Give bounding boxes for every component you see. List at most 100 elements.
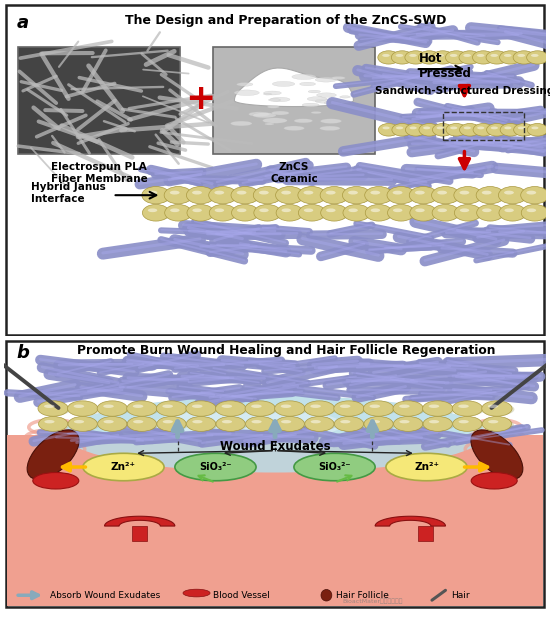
Ellipse shape	[529, 126, 550, 136]
Ellipse shape	[340, 420, 350, 423]
Ellipse shape	[210, 207, 239, 220]
Ellipse shape	[336, 419, 366, 431]
Circle shape	[460, 123, 480, 136]
Ellipse shape	[423, 126, 430, 130]
Circle shape	[527, 51, 548, 64]
Text: SiO₃²⁻: SiO₃²⁻	[199, 462, 232, 472]
Ellipse shape	[424, 419, 455, 431]
Ellipse shape	[463, 54, 471, 57]
Ellipse shape	[311, 112, 321, 114]
Text: Promote Burn Wound Healing and Hair Follicle Regeneration: Promote Burn Wound Healing and Hair Foll…	[76, 344, 495, 357]
Ellipse shape	[491, 54, 498, 57]
Ellipse shape	[299, 207, 328, 220]
Circle shape	[232, 204, 258, 221]
Ellipse shape	[370, 405, 380, 408]
Circle shape	[405, 123, 426, 136]
Circle shape	[432, 204, 459, 221]
Ellipse shape	[483, 419, 514, 431]
Ellipse shape	[500, 207, 529, 220]
Text: Absorb Wound Exudates: Absorb Wound Exudates	[51, 590, 161, 600]
Text: Hair: Hair	[451, 590, 470, 600]
Ellipse shape	[415, 209, 425, 212]
Circle shape	[521, 204, 548, 221]
Ellipse shape	[340, 405, 350, 408]
Ellipse shape	[284, 126, 304, 131]
Circle shape	[274, 401, 305, 416]
Ellipse shape	[147, 191, 157, 194]
Circle shape	[473, 123, 494, 136]
Ellipse shape	[460, 53, 483, 64]
Ellipse shape	[459, 191, 469, 194]
Circle shape	[387, 186, 415, 204]
Text: Blood Vessel: Blood Vessel	[213, 590, 270, 600]
Polygon shape	[234, 68, 354, 107]
Circle shape	[482, 416, 512, 431]
Polygon shape	[104, 516, 175, 526]
Circle shape	[157, 416, 186, 431]
Circle shape	[446, 51, 467, 64]
Ellipse shape	[192, 191, 202, 194]
Circle shape	[186, 401, 216, 416]
Ellipse shape	[515, 126, 536, 136]
Ellipse shape	[292, 74, 316, 80]
Ellipse shape	[528, 53, 550, 64]
Text: a: a	[16, 14, 29, 31]
Ellipse shape	[379, 126, 401, 136]
Ellipse shape	[522, 207, 550, 220]
Ellipse shape	[420, 126, 442, 136]
Ellipse shape	[437, 191, 447, 194]
Ellipse shape	[409, 54, 417, 57]
Ellipse shape	[491, 126, 498, 130]
Circle shape	[126, 401, 157, 416]
Ellipse shape	[246, 404, 278, 415]
Ellipse shape	[143, 189, 172, 203]
Text: The Design and Preparation of the ZnCS-SWD: The Design and Preparation of the ZnCS-S…	[125, 14, 447, 27]
Circle shape	[405, 51, 427, 64]
Ellipse shape	[276, 404, 307, 415]
Ellipse shape	[317, 93, 337, 97]
Ellipse shape	[216, 404, 248, 415]
Text: +: +	[185, 82, 216, 116]
Circle shape	[388, 204, 415, 221]
Ellipse shape	[455, 189, 485, 203]
Text: SiO₃²⁻: SiO₃²⁻	[318, 462, 351, 472]
Circle shape	[393, 416, 423, 431]
Ellipse shape	[282, 209, 291, 212]
Ellipse shape	[162, 405, 173, 408]
Circle shape	[422, 401, 453, 416]
Circle shape	[365, 204, 392, 221]
Ellipse shape	[420, 53, 442, 64]
Ellipse shape	[501, 126, 523, 136]
Ellipse shape	[488, 126, 509, 136]
Ellipse shape	[454, 419, 484, 431]
FancyBboxPatch shape	[6, 341, 544, 607]
Ellipse shape	[423, 54, 430, 57]
Ellipse shape	[458, 405, 469, 408]
Ellipse shape	[233, 207, 261, 220]
Ellipse shape	[450, 54, 458, 57]
Circle shape	[334, 416, 364, 431]
Ellipse shape	[263, 91, 281, 95]
Circle shape	[513, 51, 535, 64]
Ellipse shape	[268, 99, 280, 101]
Ellipse shape	[306, 419, 337, 431]
Circle shape	[499, 51, 521, 64]
Ellipse shape	[187, 404, 218, 415]
Ellipse shape	[455, 207, 484, 220]
Ellipse shape	[396, 126, 403, 130]
Circle shape	[378, 123, 399, 136]
Circle shape	[498, 186, 526, 204]
Ellipse shape	[265, 123, 274, 125]
Ellipse shape	[69, 419, 100, 431]
Ellipse shape	[246, 419, 277, 431]
Circle shape	[343, 204, 370, 221]
FancyBboxPatch shape	[132, 526, 147, 541]
Ellipse shape	[281, 191, 291, 194]
Circle shape	[452, 401, 482, 416]
Ellipse shape	[222, 405, 232, 408]
Ellipse shape	[518, 54, 525, 57]
Ellipse shape	[433, 53, 456, 64]
Circle shape	[321, 204, 348, 221]
Ellipse shape	[98, 419, 129, 431]
Ellipse shape	[460, 209, 469, 212]
